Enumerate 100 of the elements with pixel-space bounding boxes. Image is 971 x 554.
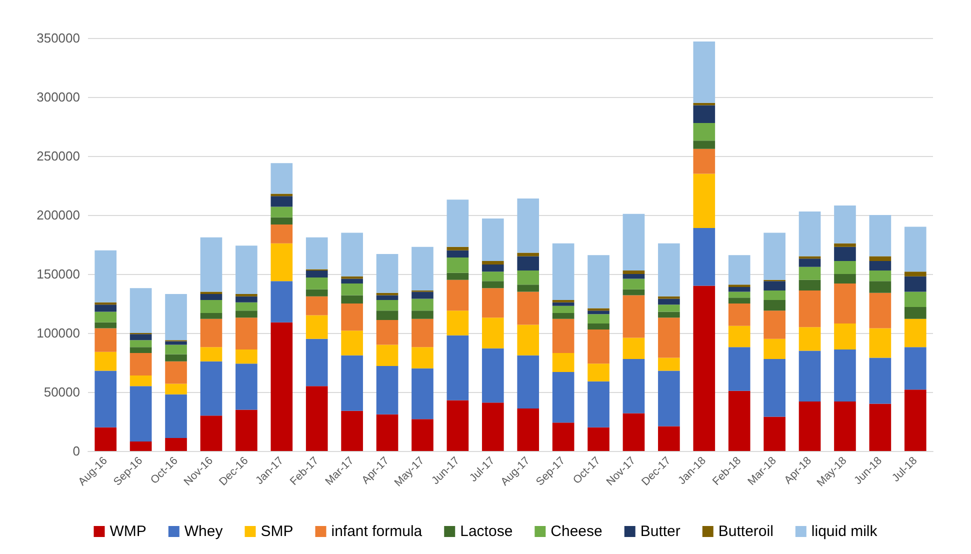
bar bbox=[798, 401, 821, 451]
bar bbox=[446, 272, 469, 280]
bar bbox=[341, 355, 363, 411]
bar bbox=[517, 252, 540, 256]
bar bbox=[517, 355, 540, 409]
bar bbox=[588, 310, 610, 314]
bar bbox=[412, 368, 434, 420]
bar bbox=[270, 224, 293, 244]
bar bbox=[130, 442, 152, 451]
bar bbox=[728, 292, 750, 298]
bar bbox=[165, 361, 187, 384]
bar bbox=[270, 163, 293, 194]
bar bbox=[904, 318, 926, 348]
bar bbox=[728, 286, 750, 292]
bar bbox=[341, 410, 363, 451]
bar bbox=[236, 302, 258, 311]
bar bbox=[658, 296, 680, 299]
y-tick-label: 300000 bbox=[36, 90, 80, 104]
bar bbox=[200, 361, 222, 416]
bar bbox=[904, 390, 926, 451]
legend-label: WMP bbox=[110, 523, 146, 540]
bar bbox=[764, 290, 786, 300]
bar bbox=[200, 237, 222, 292]
bar bbox=[798, 258, 821, 267]
bar bbox=[622, 274, 645, 279]
bar bbox=[834, 350, 856, 402]
bar bbox=[270, 217, 293, 224]
bar bbox=[798, 266, 821, 280]
y-tick-label: 150000 bbox=[36, 266, 80, 282]
bar bbox=[482, 318, 504, 348]
bar bbox=[482, 264, 504, 272]
y-tick-label: 100000 bbox=[36, 326, 80, 340]
bar bbox=[904, 292, 926, 308]
legend-label: SMP bbox=[260, 523, 294, 540]
bar bbox=[552, 353, 574, 372]
bar bbox=[904, 272, 926, 276]
bar bbox=[270, 322, 293, 451]
bar bbox=[869, 328, 892, 358]
bar bbox=[165, 384, 187, 394]
legend-label: Lactose bbox=[460, 523, 513, 540]
bar bbox=[588, 364, 610, 382]
bar bbox=[200, 292, 222, 294]
bar bbox=[622, 278, 645, 290]
bar bbox=[446, 250, 469, 258]
bar bbox=[200, 347, 222, 362]
bar bbox=[200, 416, 222, 451]
bar bbox=[341, 295, 363, 304]
bar bbox=[622, 270, 645, 274]
bar bbox=[552, 372, 574, 423]
bar bbox=[200, 318, 222, 348]
bar bbox=[446, 246, 469, 250]
y-tick-label: 250000 bbox=[36, 148, 80, 164]
bar bbox=[517, 408, 540, 451]
bar bbox=[130, 386, 152, 442]
bar bbox=[412, 318, 434, 348]
bar bbox=[306, 386, 328, 451]
bar bbox=[798, 350, 821, 402]
legend-label: Butter bbox=[640, 523, 680, 540]
bar bbox=[693, 42, 716, 103]
bar bbox=[904, 226, 926, 272]
bar bbox=[412, 419, 434, 451]
bar bbox=[236, 296, 258, 302]
bar bbox=[341, 232, 363, 276]
bar bbox=[834, 206, 856, 244]
bar bbox=[658, 318, 680, 358]
bar bbox=[306, 237, 328, 270]
y-tick-label: 200000 bbox=[36, 208, 80, 222]
bar bbox=[376, 320, 398, 345]
bar bbox=[270, 196, 293, 207]
bar bbox=[165, 438, 187, 451]
bar bbox=[376, 295, 398, 300]
bar bbox=[517, 324, 540, 356]
bar bbox=[658, 298, 680, 305]
bar bbox=[94, 304, 117, 312]
bar bbox=[130, 334, 152, 340]
bar bbox=[622, 289, 645, 296]
bar bbox=[728, 347, 750, 391]
y-tick-label: 350000 bbox=[36, 30, 80, 46]
bar bbox=[834, 401, 856, 451]
bar bbox=[165, 341, 187, 345]
bar bbox=[130, 340, 152, 348]
bar bbox=[798, 211, 821, 256]
bar bbox=[482, 348, 504, 403]
bar bbox=[622, 413, 645, 451]
bar bbox=[412, 298, 434, 311]
bar bbox=[200, 312, 222, 319]
bar bbox=[446, 280, 469, 311]
bar bbox=[306, 270, 328, 278]
bar bbox=[693, 105, 716, 123]
bar bbox=[588, 329, 610, 364]
bar bbox=[588, 427, 610, 451]
bar bbox=[552, 312, 574, 319]
bar bbox=[658, 370, 680, 426]
bar bbox=[728, 326, 750, 348]
bar bbox=[552, 300, 574, 302]
bar bbox=[764, 358, 786, 417]
bar bbox=[446, 200, 469, 247]
bar bbox=[412, 347, 434, 368]
bar bbox=[306, 289, 328, 296]
bar bbox=[200, 300, 222, 313]
